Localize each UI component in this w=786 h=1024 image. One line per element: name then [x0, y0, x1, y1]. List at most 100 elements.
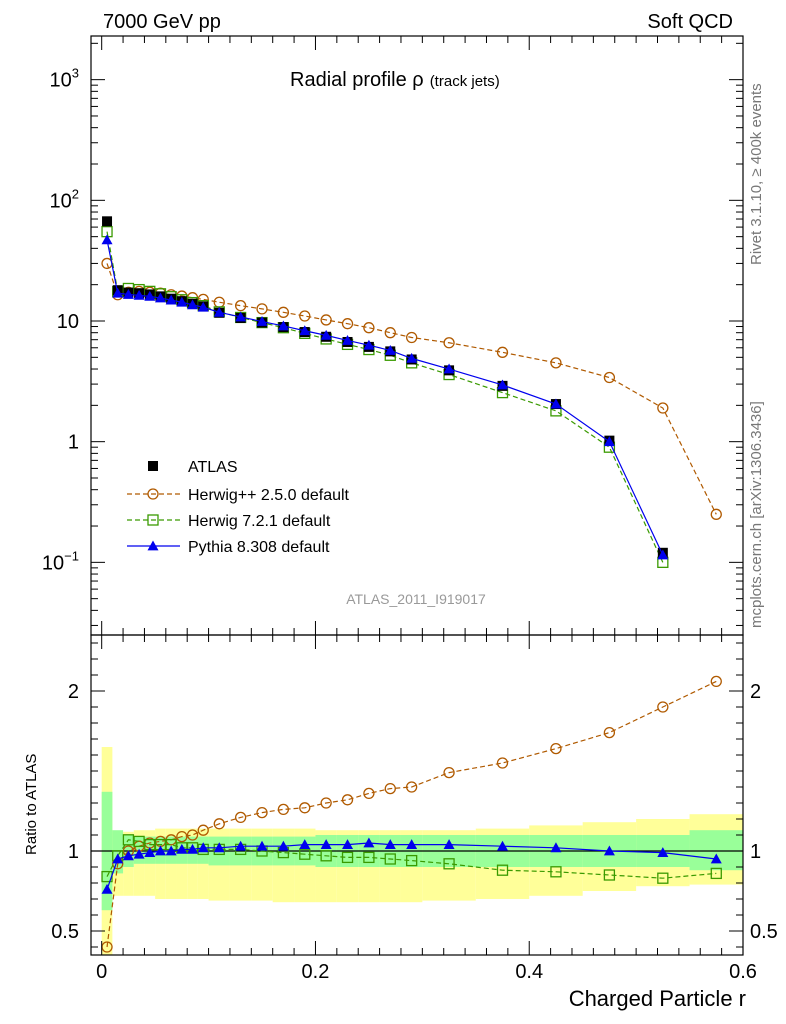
legend-marker-2	[147, 514, 159, 526]
series-point-1-18	[384, 327, 396, 339]
ratio-point-1-24	[657, 872, 669, 884]
series-point-1-22	[550, 357, 562, 369]
series-point-3-23	[603, 436, 615, 447]
series-point-3-9	[197, 301, 209, 312]
ratio-tick-label-right-2: 2	[750, 681, 761, 703]
ratio-point-0-21	[496, 757, 509, 769]
ratio-point-0-16	[341, 794, 354, 806]
ratio-point-1-25	[710, 867, 722, 880]
x-tick-label-2: 0.4	[515, 961, 543, 983]
ratio-point-2-1	[112, 853, 124, 864]
ratio-point-2-24	[657, 847, 669, 857]
ratio-point-2-17	[363, 837, 375, 848]
ratio-point-2-10	[213, 842, 225, 853]
ratio-point-2-4	[144, 847, 156, 857]
series-point-3-10	[213, 306, 225, 317]
series-point-3-20	[443, 363, 455, 374]
ratio-point-2-19	[406, 839, 418, 849]
ratio-point-0-12	[256, 806, 268, 819]
series-point-3-3	[133, 289, 145, 300]
band-stat-25	[689, 830, 743, 871]
series-point-1-14	[299, 310, 311, 322]
lower-panel-frame	[90, 634, 744, 956]
ratio-tick-label-left-0: 0.5	[51, 921, 79, 943]
ratio-tick-label-right-0: 0.5	[750, 921, 778, 943]
ratio-line-1	[106, 839, 717, 879]
series-point-1-23	[603, 371, 616, 384]
ratio-point-0-25	[710, 675, 722, 688]
upper-tick-label-2: 10	[57, 311, 79, 333]
ratio-point-1-18	[384, 853, 396, 865]
series-point-3-14	[299, 325, 311, 336]
series-point-3-18	[384, 344, 396, 355]
series-point-3-21	[497, 379, 509, 390]
series-point-1-21	[496, 346, 509, 358]
ratio-point-0-19	[406, 781, 418, 793]
ratio-point-1-21	[496, 864, 509, 876]
header-right-label: Soft QCD	[647, 11, 733, 33]
x-tick-label-0: 0	[96, 961, 107, 983]
series-point-1-13	[277, 306, 290, 318]
ratio-point-0-15	[320, 797, 332, 809]
ratio-point-2-25	[710, 853, 722, 864]
x-tick-label-1: 0.2	[302, 961, 330, 983]
series-point-1-25	[710, 508, 722, 520]
ratio-point-0-9	[197, 824, 209, 836]
ratio-point-2-6	[165, 845, 177, 856]
ratio-point-0-24	[657, 701, 669, 713]
legend-label-2: Herwig 7.2.1 default	[188, 513, 331, 530]
series-point-0-0	[102, 216, 113, 227]
upper-tick-label-1: 1	[68, 432, 79, 454]
legend-marker-3	[147, 540, 159, 551]
legend: ATLAS Herwig++ 2.5.0 default Herwig 7.2.1 …	[127, 459, 350, 556]
series-point-3-4	[144, 290, 156, 301]
ratio-y-axis: 0.5 0.5 1 1 2 2	[51, 642, 778, 948]
ratio-point-1-23	[603, 869, 616, 881]
plot-title-sub: (track jets)	[430, 73, 500, 90]
ratio-point-2-16	[342, 839, 354, 849]
series-point-3-0	[101, 234, 113, 245]
upper-tick-label-base: 10	[42, 552, 64, 574]
main-series-layer	[101, 216, 722, 568]
x-tick-label-3: 0.6	[729, 961, 757, 983]
ratio-point-0-13	[277, 803, 290, 816]
series-point-3-1	[112, 287, 124, 298]
legend-label-1: Herwig++ 2.5.0 default	[188, 487, 350, 504]
series-point-3-5	[154, 292, 166, 303]
series-point-3-2	[122, 288, 134, 299]
series-point-1-15	[320, 314, 332, 326]
plot-title-main: Radial profile	[290, 69, 412, 91]
ratio-tick-label-left-1: 1	[68, 841, 79, 863]
ratio-point-2-5	[154, 845, 166, 856]
band-stat-1	[112, 830, 124, 874]
series-line-3	[106, 239, 664, 556]
side-label-mcplots: mcplots.cern.ch [arXiv:1306.3436]	[748, 401, 765, 628]
ratio-point-0-14	[299, 802, 311, 814]
ratio-point-1-15	[320, 850, 332, 862]
series-point-1-12	[256, 303, 268, 315]
series-point-1-20	[443, 337, 455, 349]
series-point-1-19	[406, 331, 418, 344]
series-point-3-11	[235, 311, 247, 322]
ratio-point-1-19	[406, 854, 418, 867]
plot-title-symbol: ρ	[412, 69, 423, 91]
series-point-1-24	[657, 402, 669, 414]
x-axis-label: Charged Particle r	[569, 986, 746, 1011]
series-point-3-24	[657, 549, 669, 560]
legend-marker-0	[148, 461, 158, 471]
ratio-point-0-18	[384, 782, 396, 795]
upper-tick-label-base: 10	[50, 190, 72, 212]
ratio-point-2-7	[176, 843, 188, 854]
series-point-3-12	[256, 316, 268, 326]
ratio-tick-label-left-2: 2	[68, 681, 79, 703]
ratio-point-0-22	[550, 742, 562, 755]
series-point-3-8	[187, 299, 199, 310]
legend-label-3: Pythia 8.308 default	[188, 539, 330, 556]
ratio-point-1-22	[550, 866, 562, 878]
ratio-point-2-9	[197, 842, 209, 853]
ratio-point-2-11	[235, 840, 247, 851]
ratio-point-2-14	[299, 839, 311, 849]
ratio-point-2-15	[320, 839, 332, 849]
ratio-point-2-21	[497, 840, 509, 851]
ratio-point-2-13	[277, 840, 289, 851]
